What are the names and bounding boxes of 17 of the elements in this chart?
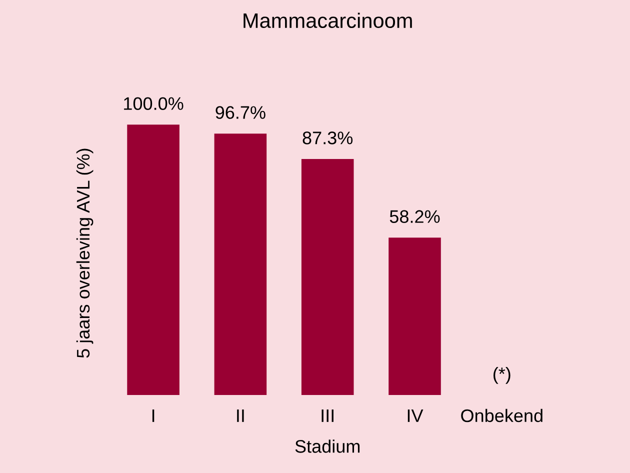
x-axis-title: Stadium <box>295 440 360 453</box>
data-label: 87.3% <box>302 132 353 144</box>
bar <box>127 124 180 395</box>
bar <box>301 158 354 395</box>
x-tick-label: Onbekend <box>461 408 542 422</box>
text: (*) <box>494 367 510 384</box>
chart-title: Mammacarcinoom <box>244 12 412 28</box>
x-tick-label: I <box>152 410 154 422</box>
x-tick-label: II <box>237 410 244 422</box>
x-tick-label: III <box>322 410 334 422</box>
data-label: 58.2% <box>390 210 440 223</box>
bar <box>388 238 441 395</box>
data-label: 96.7% <box>216 106 266 119</box>
bar <box>214 134 267 395</box>
y-axis-title: 5 jaars overleving AVL (%) <box>76 148 94 358</box>
x-tick-label: IV <box>408 410 424 422</box>
data-label: 100.0% <box>124 97 184 110</box>
